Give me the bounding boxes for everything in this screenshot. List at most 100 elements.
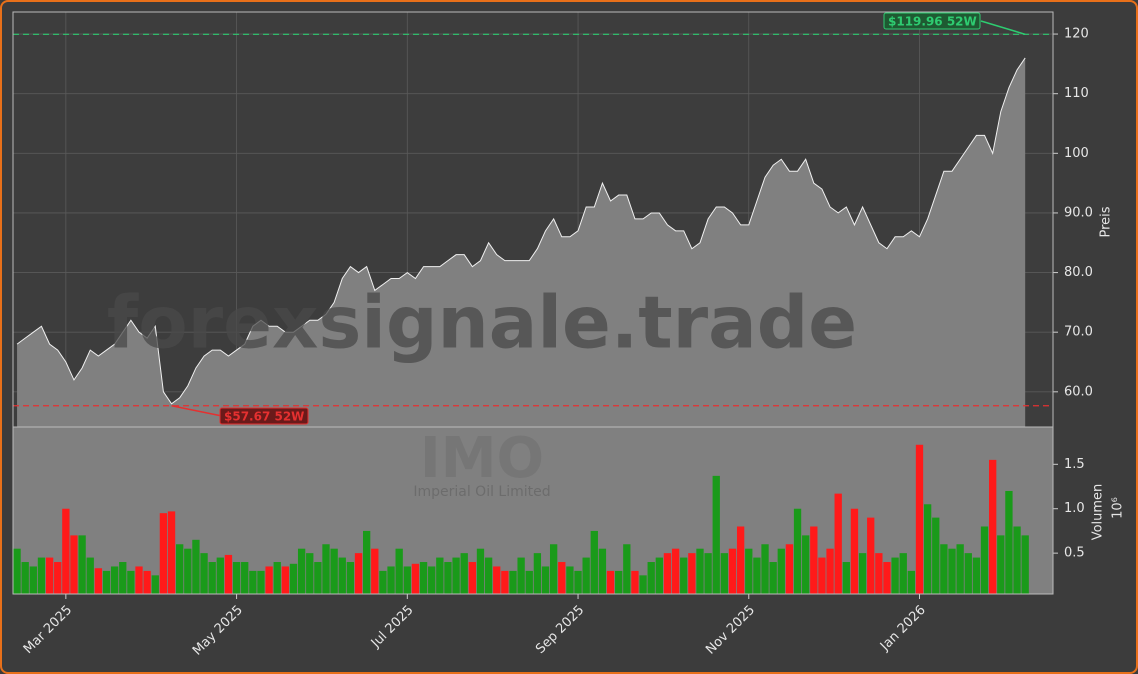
volume-bar bbox=[769, 562, 777, 594]
volume-bar bbox=[273, 562, 281, 594]
volume-bar bbox=[484, 557, 493, 594]
annotation-label: $57.67 52W bbox=[224, 410, 304, 424]
volume-bar bbox=[346, 562, 355, 594]
volume-bar bbox=[566, 566, 574, 594]
x-tick-label: Mar 2025 bbox=[21, 603, 75, 657]
volume-bar bbox=[932, 517, 940, 594]
price-area bbox=[17, 57, 1026, 428]
volume-bar bbox=[281, 566, 290, 594]
volume-bar bbox=[647, 562, 655, 594]
volume-bar bbox=[899, 553, 907, 594]
volume-bar bbox=[558, 562, 566, 594]
volume-bar bbox=[176, 544, 184, 594]
volume-bar bbox=[184, 548, 192, 594]
volume-bar bbox=[712, 475, 720, 594]
volume-bar bbox=[818, 557, 826, 594]
volume-bar bbox=[940, 544, 948, 594]
volume-bar bbox=[78, 535, 86, 594]
volume-bar bbox=[858, 553, 867, 594]
volume-bar bbox=[1021, 535, 1029, 594]
plot-border bbox=[12, 11, 1054, 595]
volume-bar bbox=[688, 553, 696, 594]
volume-bar bbox=[110, 566, 119, 594]
volume-bar bbox=[13, 548, 21, 594]
volume-bar bbox=[379, 570, 387, 594]
volume-bar bbox=[761, 544, 769, 594]
volume-bar bbox=[875, 553, 883, 594]
volume-bar bbox=[623, 544, 631, 594]
volume-bar bbox=[883, 562, 891, 594]
volume-bar bbox=[403, 566, 411, 594]
volume-bar bbox=[923, 504, 932, 594]
volume-bar bbox=[192, 539, 200, 594]
y-tick-label: 0.5 bbox=[1064, 546, 1085, 561]
volume-bar bbox=[867, 517, 875, 594]
volume-bar bbox=[54, 562, 62, 594]
y-tick-label: 100 bbox=[1064, 146, 1089, 161]
volume-bar bbox=[102, 570, 111, 594]
volume-bar bbox=[127, 570, 135, 594]
volume-bar bbox=[956, 544, 964, 594]
volume-bar bbox=[639, 575, 647, 594]
y-tick-label: 120 bbox=[1064, 27, 1089, 42]
volume-bar bbox=[793, 508, 802, 594]
volume-bar bbox=[70, 535, 78, 594]
annotation-arrow bbox=[171, 404, 223, 417]
annotation-arrow bbox=[980, 20, 1026, 36]
volume-axis-label: Volumen bbox=[1091, 484, 1106, 541]
volume-bar bbox=[655, 557, 663, 594]
volume-bar bbox=[1005, 490, 1013, 594]
company-watermark: Imperial Oil Limited bbox=[413, 484, 550, 500]
x-tick-label: Jul 2025 bbox=[368, 603, 417, 652]
volume-bar bbox=[590, 530, 598, 594]
volume-bar bbox=[850, 508, 859, 594]
y-tick-label: 110 bbox=[1064, 86, 1089, 101]
volume-bar bbox=[704, 553, 712, 594]
volume-bar bbox=[436, 557, 444, 594]
volume-bar bbox=[241, 562, 249, 594]
volume-bar bbox=[606, 570, 615, 594]
volume-bar bbox=[94, 568, 103, 594]
volume-bar bbox=[371, 548, 379, 594]
volume-bar bbox=[964, 553, 972, 594]
volume-bar bbox=[777, 548, 785, 594]
volume-bar bbox=[208, 562, 216, 594]
volume-bar bbox=[891, 557, 899, 594]
volume-bar bbox=[525, 570, 533, 594]
ticker-watermark: IMO bbox=[420, 426, 544, 491]
volume-bar bbox=[249, 570, 257, 594]
volume-bar bbox=[615, 570, 623, 594]
volume-bar bbox=[45, 557, 54, 594]
y-tick-label: 80.0 bbox=[1064, 265, 1093, 280]
volume-bar bbox=[224, 554, 233, 594]
volume-bar bbox=[338, 557, 346, 594]
volume-bar bbox=[119, 562, 127, 594]
volume-bar bbox=[468, 562, 477, 594]
y-tick-label: 60.0 bbox=[1064, 384, 1093, 399]
x-tick-label: May 2025 bbox=[190, 603, 246, 659]
annotation-box bbox=[883, 12, 981, 30]
volume-bar bbox=[476, 548, 485, 594]
y-tick-label: 90.0 bbox=[1064, 205, 1093, 220]
y-tick-label: 1.0 bbox=[1064, 501, 1085, 516]
volume-bar bbox=[509, 570, 517, 594]
volume-bar bbox=[411, 563, 420, 594]
volume-bar bbox=[200, 553, 208, 594]
volume-bar bbox=[289, 563, 298, 594]
x-tick-label: Nov 2025 bbox=[703, 603, 758, 658]
volume-bar bbox=[135, 566, 143, 594]
volume-bar bbox=[143, 570, 151, 594]
volume-bar bbox=[574, 570, 582, 594]
volume-bar bbox=[395, 548, 403, 594]
volume-bar bbox=[980, 526, 989, 594]
volume-bar bbox=[159, 513, 168, 594]
volume-bar bbox=[802, 535, 810, 594]
x-tick-label: Sep 2025 bbox=[533, 603, 587, 657]
y-tick-label: 70.0 bbox=[1064, 325, 1093, 340]
volume-bar bbox=[37, 557, 46, 594]
volume-bar bbox=[216, 557, 224, 594]
volume-bar bbox=[549, 544, 558, 594]
volume-bar bbox=[322, 544, 330, 594]
volume-bar bbox=[598, 548, 607, 594]
